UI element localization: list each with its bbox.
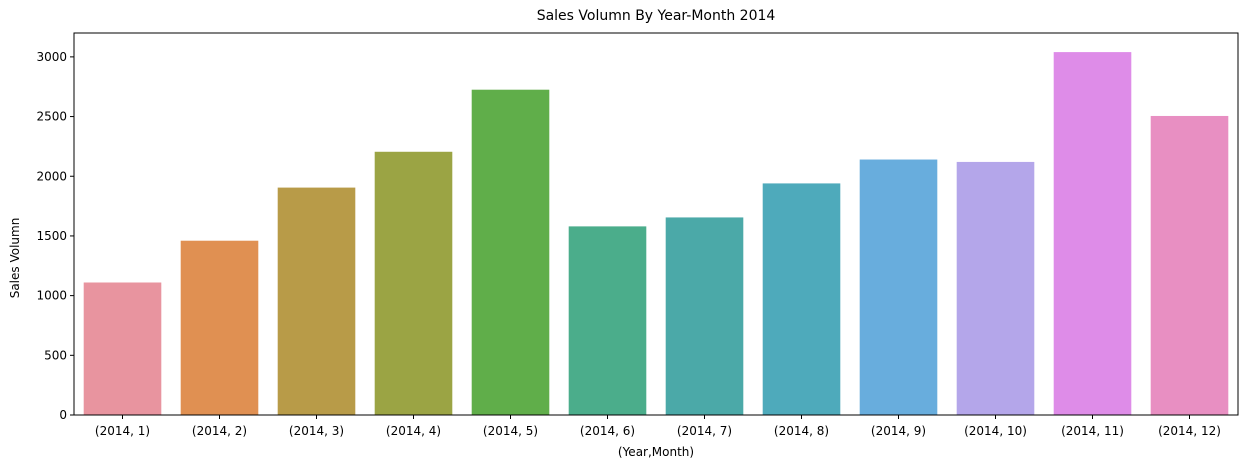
y-tick-label: 1000	[36, 289, 67, 303]
bar-4	[374, 151, 453, 415]
y-tick-label: 500	[44, 348, 67, 362]
x-tick-label: (2014, 9)	[871, 424, 926, 438]
bar-8	[762, 183, 841, 415]
y-axis: 0 500 1000 1500 2000 2500 3000	[36, 50, 74, 422]
x-tick-label: (2014, 12)	[1158, 424, 1221, 438]
x-axis-label: (Year,Month)	[618, 445, 694, 459]
x-tick-label: (2014, 2)	[192, 424, 247, 438]
x-tick-label: (2014, 10)	[964, 424, 1027, 438]
bar-6	[568, 226, 647, 415]
bar-3	[277, 187, 356, 415]
x-tick-label: (2014, 11)	[1061, 424, 1124, 438]
y-tick-label: 0	[59, 408, 67, 422]
bar-1	[83, 282, 162, 415]
x-axis: (2014, 1) (2014, 2) (2014, 3) (2014, 4) (201…	[95, 415, 1221, 438]
x-tick-label: (2014, 7)	[677, 424, 732, 438]
x-tick-label: (2014, 5)	[483, 424, 538, 438]
x-tick-label: (2014, 8)	[774, 424, 829, 438]
y-axis-label: Sales Volumn	[8, 218, 22, 299]
bar-2	[180, 240, 259, 415]
chart-title: Sales Volumn By Year-Month 2014	[537, 8, 776, 24]
y-tick-label: 2500	[36, 110, 67, 124]
plot-frame	[73, 32, 1239, 416]
x-tick-label: (2014, 4)	[386, 424, 441, 438]
y-tick-label: 3000	[36, 50, 67, 64]
bar-10	[956, 161, 1035, 415]
bar-11	[1053, 52, 1132, 415]
bar-7	[665, 217, 744, 415]
bars	[83, 52, 1229, 415]
bar-12	[1150, 115, 1229, 415]
y-tick-label: 1500	[36, 229, 67, 243]
bar-9	[859, 159, 938, 415]
bar-5	[471, 89, 550, 415]
x-tick-label: (2014, 1)	[95, 424, 150, 438]
x-tick-label: (2014, 6)	[580, 424, 635, 438]
y-tick-label: 2000	[36, 169, 67, 183]
x-tick-label: (2014, 3)	[289, 424, 344, 438]
